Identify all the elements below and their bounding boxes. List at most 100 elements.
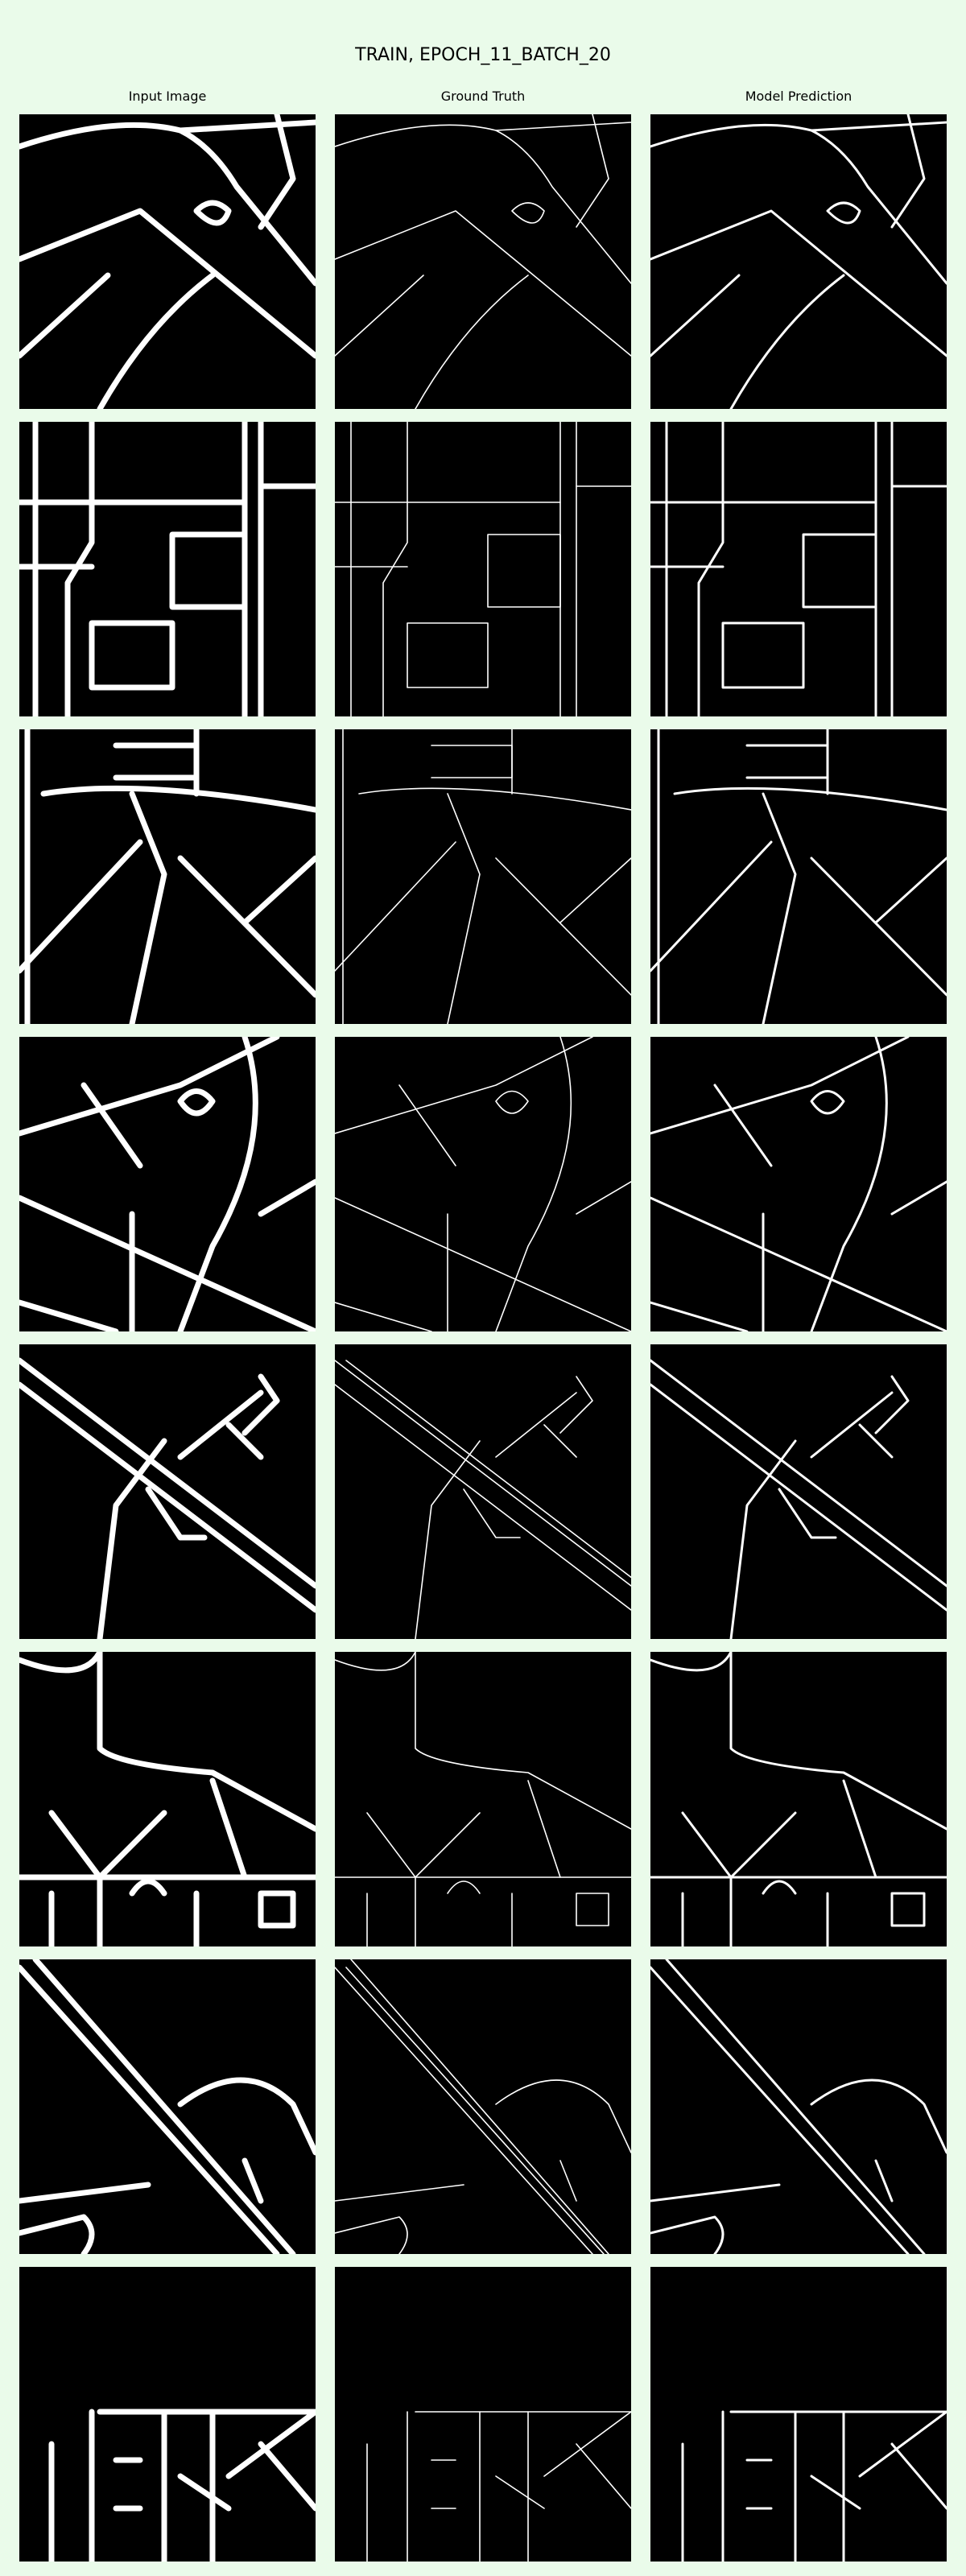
road-segment: [431, 745, 513, 778]
road-segment: [721, 621, 805, 689]
ground-truth-panel-row-8: [335, 2267, 631, 2562]
road-segment: [32, 1959, 296, 2254]
road-segment: [225, 1422, 264, 1460]
road-segment: [177, 1389, 264, 1460]
road-segment: [258, 114, 296, 230]
road-segment: [543, 1424, 577, 1458]
road-segment: [559, 1376, 593, 1434]
road-segment: [358, 787, 631, 811]
road-segment: [97, 1438, 167, 1639]
road-segment: [762, 1880, 797, 1895]
road-segment: [810, 2475, 861, 2510]
road-segment: [19, 1964, 280, 2254]
road-segment: [729, 1439, 797, 1639]
road-segment: [19, 2182, 151, 2204]
road-segment: [335, 2184, 464, 2202]
road-segment: [559, 857, 631, 923]
road-segment: [463, 1488, 521, 1538]
road-segment: [543, 2411, 631, 2477]
input-image-panel-row-8: [19, 2267, 316, 2562]
prediction-panel-row-4: [650, 1037, 947, 1331]
road-segment: [335, 122, 631, 147]
road-segment: [495, 2079, 631, 2153]
road-segment: [335, 1652, 416, 1671]
road-segment: [398, 1084, 456, 1166]
road-segment: [890, 114, 926, 229]
road-segment: [650, 2183, 781, 2202]
road-segment: [810, 1090, 845, 1115]
road-segment: [729, 274, 845, 409]
road-segment: [681, 1811, 797, 1879]
road-segment: [97, 272, 216, 409]
road-segment: [335, 1360, 631, 1587]
road-segment: [673, 786, 947, 811]
prediction-panel-row-2: [650, 422, 947, 716]
road-segment: [19, 1381, 316, 1613]
column-header-input: Input Image: [128, 89, 207, 104]
road-segment: [19, 839, 143, 974]
road-segment: [810, 1391, 894, 1459]
road-segment: [890, 1180, 947, 1216]
road-segment: [19, 272, 111, 359]
prediction-panel-row-8: [650, 2267, 947, 2562]
road-segment: [335, 2216, 408, 2254]
road-segment: [713, 1084, 773, 1167]
road-segment: [495, 1392, 577, 1458]
road-segment: [335, 275, 424, 357]
road-segment: [576, 1181, 631, 1215]
road-segment: [842, 1779, 877, 1879]
ground-truth-panel-row-7: [335, 1959, 631, 2254]
road-segment: [113, 742, 200, 781]
road-segment: [335, 1967, 593, 2254]
road-segment: [810, 1037, 888, 1331]
road-segment: [345, 1360, 631, 1579]
road-segment: [874, 1375, 910, 1435]
figure-title: TRAIN, EPOCH_11_BATCH_20: [355, 45, 611, 65]
road-segment: [826, 201, 861, 225]
road-segment: [177, 1088, 216, 1117]
road-segment: [810, 857, 947, 997]
road-segment: [177, 2473, 232, 2512]
road-segment: [258, 2441, 316, 2512]
road-segment: [64, 422, 95, 716]
prediction-panel-row-6: [650, 1652, 947, 1946]
road-segment: [19, 1195, 316, 1331]
road-segment: [495, 130, 631, 284]
road-segment: [874, 857, 947, 924]
road-segment: [177, 127, 316, 287]
road-segment: [650, 1652, 733, 1672]
ground-truth-panel-row-6: [335, 1652, 631, 1946]
road-segment: [80, 1082, 143, 1169]
road-segment: [495, 857, 631, 996]
input-image-panel-row-1: [19, 114, 316, 409]
ground-truth-panel-row-5: [335, 1344, 631, 1639]
road-segment: [447, 1880, 481, 1894]
road-segment: [650, 209, 947, 357]
road-segment: [129, 791, 167, 1024]
road-segment: [382, 422, 408, 716]
road-segment: [415, 275, 529, 409]
road-segment: [89, 620, 175, 691]
input-image-panel-row-2: [19, 422, 316, 716]
road-segment: [335, 1302, 432, 1331]
road-segment: [650, 1301, 749, 1331]
road-segment: [48, 1810, 167, 1880]
road-segment: [19, 208, 316, 359]
road-segment: [874, 2159, 894, 2202]
road-segment: [366, 1812, 481, 1878]
road-segment: [495, 2475, 545, 2509]
road-segment: [335, 841, 456, 972]
road-segment: [335, 1197, 631, 1331]
road-segment: [810, 2079, 947, 2154]
road-segment: [697, 422, 724, 716]
road-segment: [890, 1892, 926, 1927]
road-segment: [19, 1652, 103, 1674]
road-segment: [97, 1652, 316, 1832]
ground-truth-panel-row-2: [335, 422, 631, 716]
road-segment: [258, 1179, 316, 1217]
road-segment: [19, 119, 316, 150]
road-segment: [177, 2077, 316, 2156]
road-segment: [129, 1878, 167, 1897]
road-segment: [495, 1090, 529, 1114]
road-segment: [335, 210, 631, 357]
